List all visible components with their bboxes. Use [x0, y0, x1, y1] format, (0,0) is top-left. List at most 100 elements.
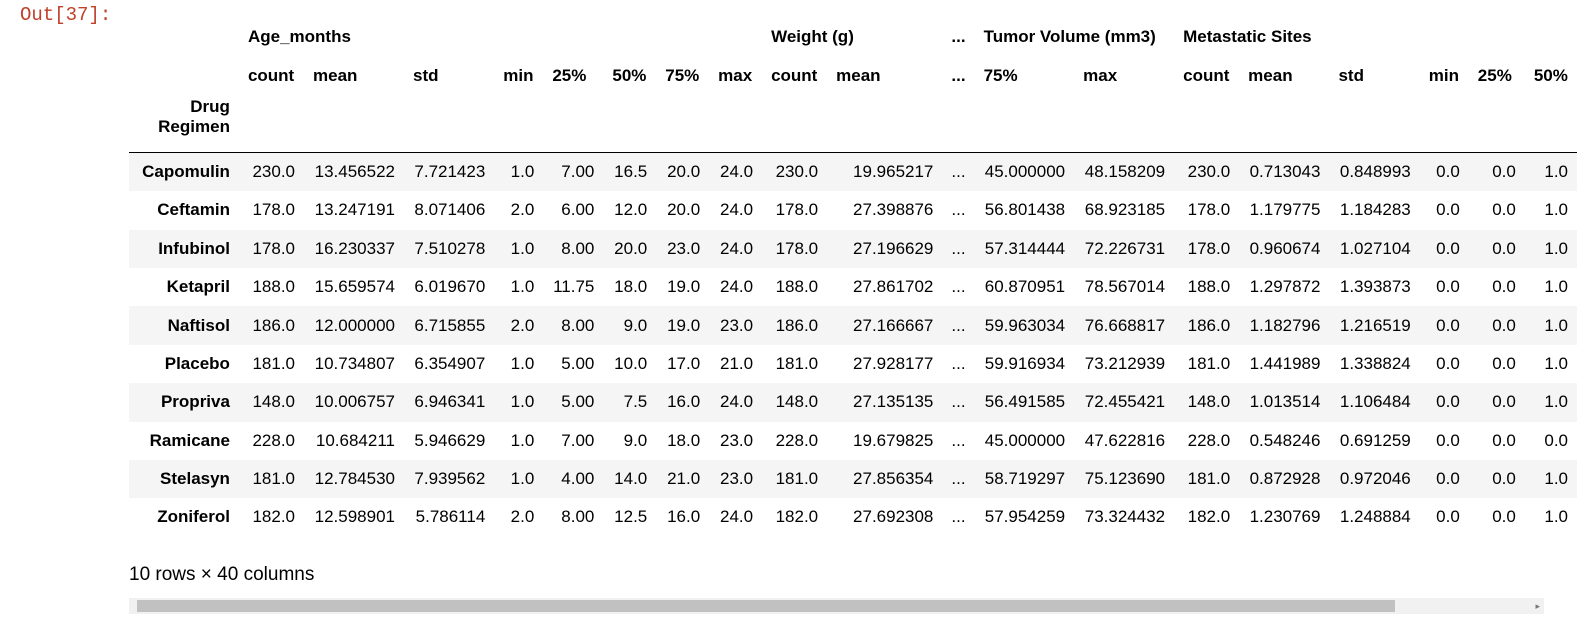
- row-label: Infubinol: [158, 238, 230, 258]
- table-cell: 10.734807: [314, 353, 395, 373]
- table-cell: 1.0: [1544, 469, 1568, 489]
- column-header: 25%: [552, 65, 587, 85]
- table-cell: 188.0: [1187, 277, 1231, 297]
- table-cell: 0.960674: [1249, 238, 1321, 258]
- table-cell: ...: [951, 507, 966, 527]
- table-cell: 186.0: [775, 315, 819, 335]
- table-cell: 24.0: [719, 392, 754, 412]
- group-header-weight: Weight (g): [771, 27, 854, 47]
- row-label: Placebo: [164, 353, 230, 373]
- table-cell: 1.230769: [1249, 507, 1321, 527]
- column-header: 50%: [612, 65, 647, 85]
- table-cell: 181.0: [1187, 469, 1231, 489]
- table-cell: 7.00: [561, 430, 595, 450]
- table-cell: 24.0: [709, 151, 763, 192]
- table-cell: 0.0: [1436, 353, 1460, 373]
- table-cell: 182.0: [775, 507, 819, 527]
- group-header-row: Age_months Weight (g) ... Tumor Volume (…: [129, 18, 1577, 56]
- column-header: count: [247, 65, 295, 85]
- table-cell: 188.0: [252, 277, 295, 297]
- table-cell: 186.0: [1187, 315, 1231, 335]
- table-cell: 0.872928: [1249, 469, 1321, 489]
- table-cell: 7.00: [543, 151, 604, 192]
- table-row: Zoniferol 182.0 12.598901 5.786114 2.0 8.00 12…: [129, 498, 1577, 536]
- table-row: Ketapril 188.0 15.659574 6.019670 1.0 11.75 18…: [129, 268, 1577, 306]
- table-cell: 0.848993: [1329, 151, 1420, 192]
- empty-header-cell: [709, 95, 762, 153]
- table-cell: 56.491585: [984, 392, 1066, 412]
- table-cell: 182.0: [252, 507, 295, 527]
- corner-cell: [129, 18, 239, 56]
- table-cell: 1.182796: [1249, 315, 1321, 335]
- table-cell: 0.548246: [1249, 430, 1321, 450]
- table-cell: 181.0: [252, 353, 295, 373]
- table-cell: 59.963034: [984, 315, 1066, 335]
- table-cell: 8.00: [561, 238, 595, 258]
- table-cell: 1.0: [1544, 200, 1568, 220]
- table-cell: 17.0: [667, 353, 701, 373]
- table-cell: 24.0: [719, 507, 754, 527]
- table-cell: 0.0: [1492, 507, 1516, 527]
- scrollbar-thumb[interactable]: [137, 600, 1395, 612]
- table-cell: 20.0: [656, 151, 710, 192]
- table-row: Naftisol 186.0 12.000000 6.715855 2.0 8.00 9.0…: [129, 306, 1577, 345]
- row-label: Zoniferol: [157, 507, 230, 527]
- table-cell: 60.870951: [984, 277, 1066, 297]
- column-header: count: [771, 65, 818, 85]
- table-cell: 19.679825: [853, 430, 934, 450]
- table-cell: 20.0: [667, 200, 701, 220]
- table-cell: 27.856354: [853, 469, 934, 489]
- table-cell: 1.248884: [1339, 507, 1411, 527]
- table-cell: 188.0: [775, 277, 819, 297]
- table-cell: 0.0: [1492, 200, 1516, 220]
- table-cell: 56.801438: [984, 200, 1066, 220]
- empty-header-cell: [304, 95, 404, 153]
- scroll-right-arrow-icon[interactable]: ▸: [1535, 601, 1540, 611]
- table-cell: 0.0: [1436, 507, 1460, 527]
- table-cell: 1.0: [1544, 238, 1568, 258]
- empty-header-cell: [1329, 95, 1419, 153]
- table-cell: 1.0: [1544, 392, 1568, 412]
- empty-header-cell: [1469, 95, 1525, 153]
- table-cell: 1.0: [510, 238, 535, 258]
- table-cell: 27.861702: [853, 277, 934, 297]
- table-cell: 1.013514: [1249, 392, 1321, 412]
- table-cell: ...: [951, 469, 966, 489]
- column-header: 25%: [1477, 65, 1512, 85]
- table-cell: 6.354907: [414, 353, 486, 373]
- table-cell: 11.75: [553, 277, 595, 297]
- table-cell: 0.0: [1436, 469, 1460, 489]
- table-cell: 76.668817: [1084, 315, 1166, 335]
- table-cell: 16.0: [667, 507, 701, 527]
- table-cell: 186.0: [252, 315, 295, 335]
- table-cell: 5.786114: [415, 507, 486, 527]
- column-header: 75%: [665, 65, 700, 85]
- table-cell: 1.0: [1544, 277, 1568, 297]
- row-label: Stelasyn: [160, 469, 230, 489]
- empty-header-cell: [543, 95, 603, 153]
- table-cell: 75.123690: [1084, 469, 1166, 489]
- table-cell: ...: [942, 151, 975, 192]
- table-cell: 0.0: [1492, 353, 1516, 373]
- dataframe-container: Age_months Weight (g) ... Tumor Volume (…: [129, 18, 1577, 548]
- table-cell: 228.0: [775, 430, 819, 450]
- group-header-tumor: Tumor Volume (mm3): [983, 27, 1156, 47]
- column-header: mean: [836, 65, 881, 85]
- table-cell: 72.455421: [1084, 392, 1166, 412]
- table-cell: 19.0: [667, 315, 701, 335]
- row-label: Naftisol: [167, 315, 230, 335]
- table-cell: 1.441989: [1249, 353, 1321, 373]
- table-cell: 47.622816: [1084, 430, 1166, 450]
- table-cell: 0.0: [1492, 430, 1516, 450]
- table-cell: 10.0: [614, 353, 648, 373]
- table-cell: 2.0: [510, 315, 535, 335]
- table-cell: 0.0: [1492, 277, 1516, 297]
- horizontal-scrollbar[interactable]: ◂ ▸: [129, 598, 1544, 614]
- column-header: count: [1183, 65, 1230, 85]
- empty-header-cell: [1525, 95, 1577, 153]
- table-cell: 1.0: [510, 353, 535, 373]
- table-cell: 27.196629: [853, 238, 934, 258]
- table-cell: 0.0: [1436, 277, 1460, 297]
- table-cell: 228.0: [1187, 430, 1231, 450]
- index-name-row: Drug Regimen: [129, 95, 1577, 153]
